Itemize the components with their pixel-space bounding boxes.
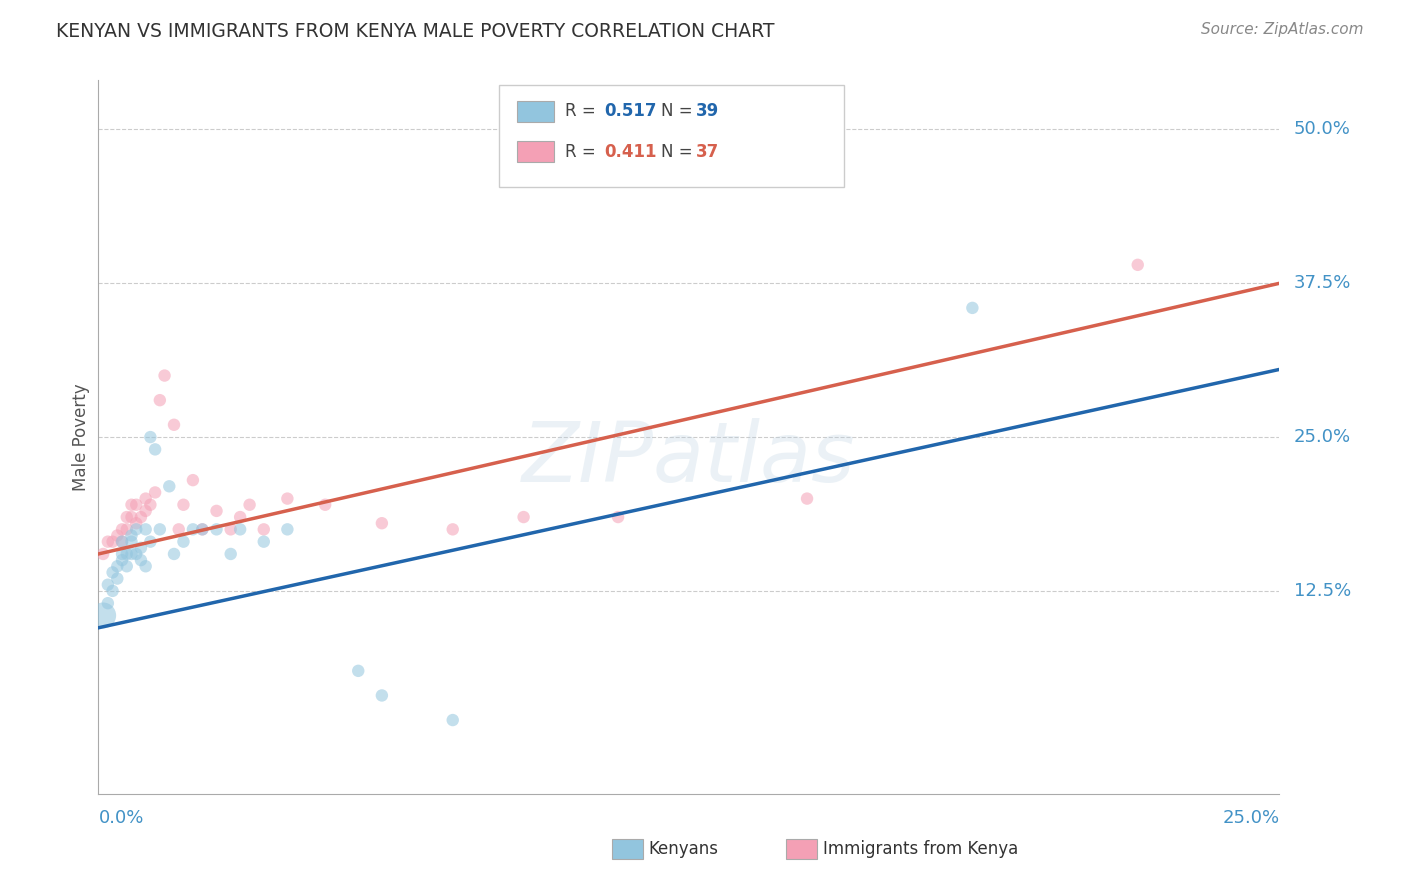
- Text: R =: R =: [565, 143, 602, 161]
- Text: 0.0%: 0.0%: [98, 809, 143, 827]
- Point: [163, 547, 186, 561]
- Point: [229, 522, 252, 536]
- Text: Kenyans: Kenyans: [648, 840, 718, 858]
- Point: [101, 534, 124, 549]
- Point: [167, 522, 190, 536]
- Point: [125, 498, 148, 512]
- Text: KENYAN VS IMMIGRANTS FROM KENYA MALE POVERTY CORRELATION CHART: KENYAN VS IMMIGRANTS FROM KENYA MALE POV…: [56, 22, 775, 41]
- Point: [97, 534, 120, 549]
- Point: [125, 522, 148, 536]
- Point: [962, 301, 984, 315]
- Text: 37: 37: [696, 143, 720, 161]
- Point: [172, 534, 194, 549]
- Point: [101, 583, 124, 598]
- Text: 50.0%: 50.0%: [1294, 120, 1351, 138]
- Point: [105, 559, 128, 574]
- Point: [205, 504, 228, 518]
- Text: 25.0%: 25.0%: [1294, 428, 1351, 446]
- Point: [163, 417, 186, 432]
- Point: [143, 485, 166, 500]
- Point: [121, 510, 143, 524]
- Point: [371, 689, 394, 703]
- Text: R =: R =: [565, 103, 602, 120]
- Point: [105, 572, 128, 586]
- Point: [135, 559, 157, 574]
- Point: [121, 547, 143, 561]
- Point: [1126, 258, 1149, 272]
- Point: [129, 510, 152, 524]
- Point: [149, 393, 172, 408]
- Point: [125, 547, 148, 561]
- Point: [97, 596, 120, 610]
- Text: N =: N =: [661, 143, 697, 161]
- Point: [796, 491, 818, 506]
- Point: [276, 491, 298, 506]
- Point: [314, 498, 336, 512]
- Point: [239, 498, 262, 512]
- Point: [97, 578, 120, 592]
- Point: [111, 534, 134, 549]
- Point: [135, 522, 157, 536]
- Text: 12.5%: 12.5%: [1294, 582, 1351, 600]
- Point: [441, 522, 464, 536]
- Point: [229, 510, 252, 524]
- Point: [91, 608, 114, 623]
- Text: 37.5%: 37.5%: [1294, 274, 1351, 293]
- Point: [115, 559, 138, 574]
- Point: [135, 504, 157, 518]
- Point: [441, 713, 464, 727]
- Text: Immigrants from Kenya: Immigrants from Kenya: [823, 840, 1018, 858]
- Text: Source: ZipAtlas.com: Source: ZipAtlas.com: [1201, 22, 1364, 37]
- Point: [143, 442, 166, 457]
- Point: [105, 528, 128, 542]
- Point: [181, 522, 204, 536]
- Point: [121, 528, 143, 542]
- Point: [125, 516, 148, 531]
- Point: [91, 547, 114, 561]
- Point: [121, 534, 143, 549]
- Point: [129, 553, 152, 567]
- Point: [111, 553, 134, 567]
- Point: [253, 534, 276, 549]
- Point: [153, 368, 176, 383]
- Point: [607, 510, 630, 524]
- Point: [139, 498, 162, 512]
- Point: [139, 534, 162, 549]
- Point: [101, 566, 124, 580]
- Text: ZIPatlas: ZIPatlas: [522, 418, 856, 499]
- Point: [191, 522, 214, 536]
- Point: [139, 430, 162, 444]
- Point: [115, 522, 138, 536]
- Point: [205, 522, 228, 536]
- Point: [219, 522, 242, 536]
- Point: [157, 479, 180, 493]
- Point: [172, 498, 194, 512]
- Point: [111, 534, 134, 549]
- Point: [111, 522, 134, 536]
- Text: 39: 39: [696, 103, 720, 120]
- Point: [276, 522, 298, 536]
- Point: [115, 547, 138, 561]
- Y-axis label: Male Poverty: Male Poverty: [72, 384, 90, 491]
- Point: [512, 510, 534, 524]
- Text: 0.411: 0.411: [605, 143, 657, 161]
- Text: 0.517: 0.517: [605, 103, 657, 120]
- Point: [371, 516, 394, 531]
- Point: [135, 491, 157, 506]
- Text: N =: N =: [661, 103, 697, 120]
- Point: [115, 510, 138, 524]
- Point: [181, 473, 204, 487]
- Point: [129, 541, 152, 555]
- Point: [191, 522, 214, 536]
- Point: [149, 522, 172, 536]
- Point: [121, 498, 143, 512]
- Point: [111, 547, 134, 561]
- Point: [347, 664, 370, 678]
- Point: [253, 522, 276, 536]
- Point: [219, 547, 242, 561]
- Text: 25.0%: 25.0%: [1222, 809, 1279, 827]
